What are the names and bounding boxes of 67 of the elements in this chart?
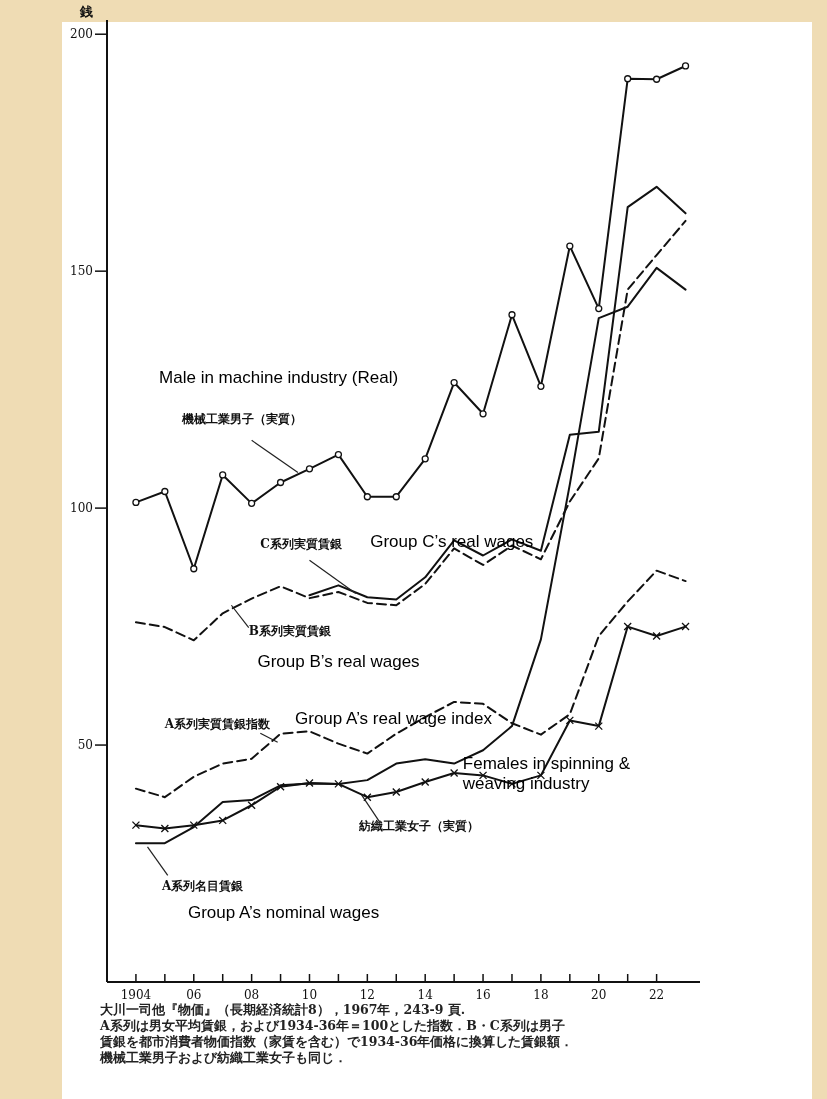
- point: [624, 75, 632, 83]
- point: [623, 622, 632, 631]
- point: [305, 778, 314, 788]
- point: [219, 471, 227, 479]
- series-label: 紡織工業女子（実質）: [357, 819, 479, 834]
- point: [276, 478, 285, 487]
- annotation: Females in spinning & weaving industry: [461, 753, 631, 793]
- x-tick-label: 22: [648, 988, 665, 1002]
- y-axis-title: 銭: [79, 4, 93, 19]
- point: [652, 631, 661, 641]
- point: [594, 721, 603, 731]
- point: [363, 493, 371, 501]
- x-tick-label: 20: [591, 988, 607, 1002]
- point: [132, 498, 140, 507]
- point: [566, 242, 574, 250]
- x-tick-label: 08: [243, 988, 260, 1002]
- point: [450, 378, 458, 387]
- series-label: B系列実質賃銀: [248, 623, 332, 638]
- point: [190, 565, 198, 573]
- x-tick-label: 14: [417, 988, 434, 1002]
- x-tick-label: 16: [475, 988, 491, 1002]
- text: 機械工業男子および紡織工業女子も同じ．: [99, 1050, 347, 1065]
- point: [595, 304, 603, 313]
- annotation: Group A’s real wage index: [295, 708, 493, 728]
- x-tick-label: 18: [533, 988, 549, 1002]
- y-tick-label: 100: [70, 501, 93, 516]
- point: [421, 777, 430, 787]
- point: [479, 410, 487, 418]
- text: C系列実質賃銀: [260, 537, 343, 552]
- y-tick-label: 150: [70, 264, 93, 279]
- point: [334, 779, 343, 789]
- y-tick-label: 50: [77, 738, 93, 753]
- point: [161, 487, 169, 496]
- point: [681, 62, 690, 70]
- point: [508, 311, 516, 319]
- text: A系列は男女平均賃銀，および1934-36年＝100とした指数．B・C系列は男子: [99, 1018, 565, 1033]
- point: [189, 820, 198, 830]
- x-tick-label: 1904: [120, 988, 152, 1002]
- point: [449, 768, 459, 778]
- point: [681, 622, 690, 631]
- point: [247, 801, 256, 810]
- x-tick-label: 06: [186, 988, 202, 1002]
- point: [305, 465, 314, 473]
- point: [537, 382, 545, 390]
- x-tick-label: 10: [301, 988, 318, 1002]
- annotation: Group B’s real wages: [257, 651, 420, 671]
- point: [652, 75, 661, 83]
- series-label: A系列実質賃銀指数: [163, 717, 272, 732]
- point: [565, 716, 574, 725]
- point: [160, 824, 169, 833]
- point: [421, 455, 429, 463]
- annotation: Male in machine industry (Real): [159, 368, 399, 388]
- point: [131, 820, 141, 830]
- annotation: Group A’s nominal wages: [188, 903, 380, 923]
- y-tick-label: 200: [70, 27, 93, 42]
- text: A系列名目賃銀: [160, 878, 245, 893]
- point: [334, 450, 343, 459]
- text: 大川一司他『物価』（長期経済統計8），1967年，243-9 頁.: [100, 1002, 466, 1017]
- point: [363, 793, 372, 802]
- x-tick-label: 12: [359, 988, 375, 1002]
- point: [392, 493, 400, 501]
- text: 賃銀を都市消費者物価指数（家賃を含む）で1934-36年価格に換算した賃銀額．: [99, 1034, 574, 1049]
- point: [218, 816, 227, 825]
- point: [392, 787, 401, 797]
- point: [247, 499, 256, 508]
- text: 機械工業男子（実質）: [181, 411, 303, 426]
- point: [276, 782, 285, 791]
